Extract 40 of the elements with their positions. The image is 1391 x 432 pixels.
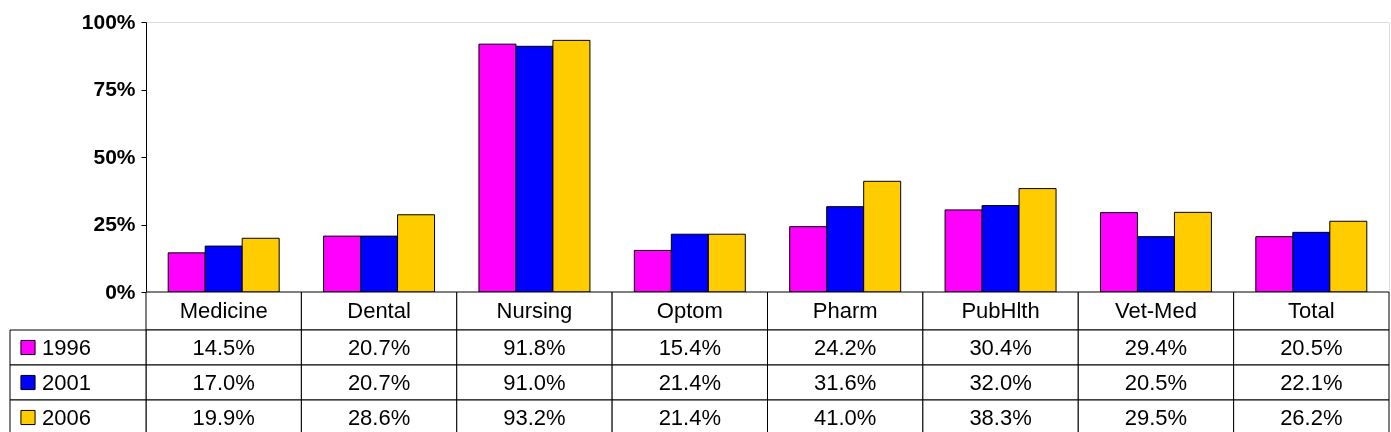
data-label: 26.2%: [1280, 404, 1343, 430]
data-label: 21.4%: [658, 369, 722, 395]
data-label: 24.2%: [813, 334, 877, 360]
data-label: 29.4%: [1124, 334, 1188, 360]
y-tick-label: 75%: [93, 77, 136, 100]
data-label: 21.4%: [658, 404, 722, 430]
y-tick-label: 50%: [93, 144, 136, 168]
data-label: 91.0%: [503, 369, 566, 395]
x-tick-label: Pharm: [812, 298, 878, 323]
legend-label: 2001: [42, 369, 91, 395]
data-label: 22.1%: [1280, 369, 1343, 395]
data-label: 91.8%: [503, 334, 566, 360]
data-label: 17.0%: [192, 369, 255, 395]
data-label: 38.3%: [969, 404, 1032, 430]
x-tick-label: Optom: [656, 298, 723, 323]
data-label: 32.0%: [969, 369, 1032, 395]
data-label: 15.4%: [658, 334, 722, 360]
data-label: 20.7%: [347, 334, 411, 360]
data-label: 20.7%: [347, 369, 411, 395]
x-tick-label: Vet-Med: [1114, 298, 1197, 323]
data-label: 14.5%: [192, 334, 255, 360]
y-tick-label: 0%: [105, 279, 136, 303]
x-tick-label: Total: [1288, 298, 1335, 323]
legend-label: 2006: [42, 404, 91, 430]
data-label: 28.6%: [347, 404, 411, 430]
data-label: 93.2%: [503, 404, 566, 430]
x-tick-label: Nursing: [496, 298, 573, 323]
data-label: 30.4%: [969, 334, 1032, 360]
x-tick-label: Dental: [347, 298, 411, 323]
y-tick-label: 25%: [93, 212, 136, 235]
x-tick-label: PubHlth: [961, 298, 1040, 323]
data-label: 19.9%: [192, 404, 255, 430]
y-tick-label: 100%: [81, 9, 136, 33]
data-label: 29.5%: [1124, 404, 1188, 430]
legend-label: 1996: [42, 334, 91, 360]
data-label: 31.6%: [813, 369, 877, 395]
x-tick-label: Medicine: [179, 298, 268, 323]
data-label: 20.5%: [1280, 334, 1343, 360]
data-label: 41.0%: [813, 404, 877, 430]
data-label: 20.5%: [1124, 369, 1188, 395]
